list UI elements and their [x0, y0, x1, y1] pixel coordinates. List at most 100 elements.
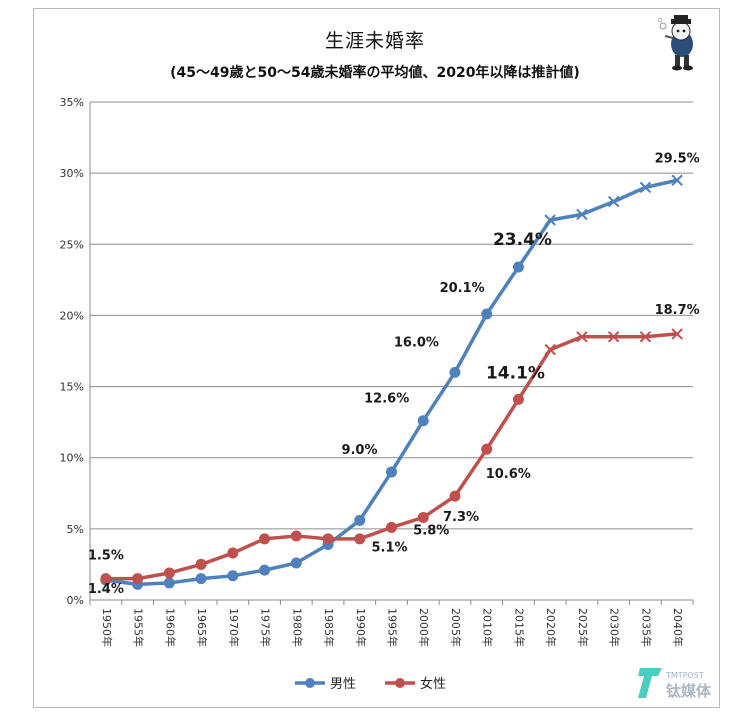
data-label-male: 29.5% [655, 151, 700, 166]
x-tick-label: 1985年 [322, 608, 336, 647]
data-point-male [544, 214, 556, 226]
x-tick-label: 2025年 [576, 608, 590, 647]
data-point-male [259, 564, 271, 576]
marker-stroke [544, 343, 556, 356]
legend-label-male: 男性 [330, 677, 356, 692]
data-label-female: 5.8% [413, 523, 449, 538]
x-tick-label: 1980年 [290, 608, 304, 647]
y-tick-label: 5% [67, 523, 84, 536]
data-label-male: 16.0% [394, 335, 439, 350]
data-point-female [544, 343, 556, 356]
y-tick-label: 15% [60, 381, 84, 394]
x-tick-label: 2000年 [417, 608, 431, 647]
tmtpost-watermark: TMTPOST 钛媒体 [636, 660, 736, 704]
data-label-female: 18.7% [655, 303, 700, 318]
data-point-female [227, 547, 239, 559]
data-label-male: 12.6% [364, 392, 409, 407]
data-point-female [163, 567, 175, 579]
data-point-female [576, 331, 588, 343]
x-tick-label: 1975年 [259, 608, 273, 647]
x-tick-label: 1955年 [132, 608, 146, 647]
data-point-male [576, 208, 588, 221]
data-point-male [671, 174, 683, 186]
data-point-female [132, 573, 144, 585]
y-tick-labels: 0% 5% 10% 15% 20% 25% 30% 35% [60, 96, 84, 607]
legend: 男性 女性 [295, 676, 446, 692]
axes [89, 102, 694, 605]
mascot-illustration [657, 15, 693, 71]
data-point-female [417, 511, 429, 523]
data-label-female: 14.1% [486, 363, 545, 383]
y-tick-label: 25% [60, 238, 84, 251]
x-tick-label: 2015年 [512, 608, 526, 647]
data-label-female: 5.1% [371, 540, 407, 555]
data-point-female [671, 328, 683, 340]
x-tick-label: 2035年 [639, 608, 653, 647]
data-point-female [195, 558, 207, 570]
data-point-male [290, 557, 302, 569]
x-tick-label: 1965年 [195, 608, 209, 647]
data-point-male [512, 261, 524, 273]
data-label-male: 9.0% [341, 443, 377, 458]
chart-frame [33, 8, 720, 708]
x-tick-labels: 1950年 1955年 1960年 1965年 1970年 1975年 1980年 1985年… [100, 608, 685, 647]
data-point-female [100, 573, 112, 585]
data-label-male: 1.4% [88, 582, 124, 597]
legend-marker-female [395, 678, 405, 688]
data-label-male: 20.1% [440, 281, 485, 296]
data-labels: 1.4% 9.0% 12.6% 16.0% 20.1% 23.4% 29.5% 1.5% 5.1… [88, 151, 700, 597]
data-point-female [259, 533, 271, 545]
marker-stroke [671, 328, 683, 340]
data-point-male [195, 573, 207, 585]
logo-text: 钛媒体 [666, 682, 712, 700]
x-tick-label: 1995年 [386, 608, 400, 647]
y-tick-label: 30% [60, 167, 84, 180]
data-point-male [607, 195, 620, 208]
data-label-female: 10.6% [486, 467, 531, 482]
data-point-male [639, 181, 652, 194]
logo-subtext: TMTPOST [665, 671, 704, 680]
x-tick-label: 2030年 [608, 608, 622, 647]
legend-marker-male [305, 678, 315, 688]
x-tick-label: 2005年 [449, 608, 463, 647]
data-point-male [417, 415, 429, 427]
x-tick-label: 2020年 [544, 608, 558, 647]
y-tick-label: 35% [60, 96, 84, 109]
data-label-male: 23.4% [493, 230, 552, 250]
data-point-female [322, 533, 334, 545]
chart-subtitle: (45～49歳と50～54歳未婚率の平均値、2020年以降は推計値) [170, 65, 580, 81]
data-point-female [354, 533, 366, 545]
data-point-female [481, 443, 493, 455]
marker-stroke [576, 208, 588, 221]
data-point-male [163, 577, 175, 589]
y-tick-label: 0% [67, 594, 84, 607]
data-point-female [449, 490, 461, 502]
data-point-male [449, 366, 461, 378]
marker-stroke [607, 331, 620, 343]
y-tick-label: 10% [60, 452, 84, 465]
marker-stroke [639, 331, 652, 343]
data-point-female [386, 521, 397, 533]
x-tick-label: 1990年 [354, 608, 368, 647]
data-label-female: 7.3% [443, 510, 479, 525]
x-tick-label: 1950年 [100, 608, 114, 647]
data-point-male [354, 514, 366, 526]
x-tick-label: 2040年 [671, 608, 685, 647]
data-point-male [481, 308, 493, 320]
marker-stroke [576, 331, 588, 343]
series-layer [100, 174, 683, 590]
x-tick-label: 2010年 [481, 608, 495, 647]
marker-stroke [607, 195, 620, 208]
y-tick-label: 20% [60, 309, 84, 322]
data-point-female [290, 530, 302, 542]
x-tick-label: 1960年 [163, 608, 177, 647]
marker-stroke [671, 174, 683, 186]
data-point-male [386, 466, 397, 478]
data-label-female: 1.5% [88, 549, 124, 564]
x-tick-label: 1970年 [227, 608, 241, 647]
chart-title: 生涯未婚率 [324, 30, 425, 52]
data-point-male [227, 570, 239, 582]
gridlines [90, 101, 693, 530]
marker-stroke [544, 214, 556, 226]
